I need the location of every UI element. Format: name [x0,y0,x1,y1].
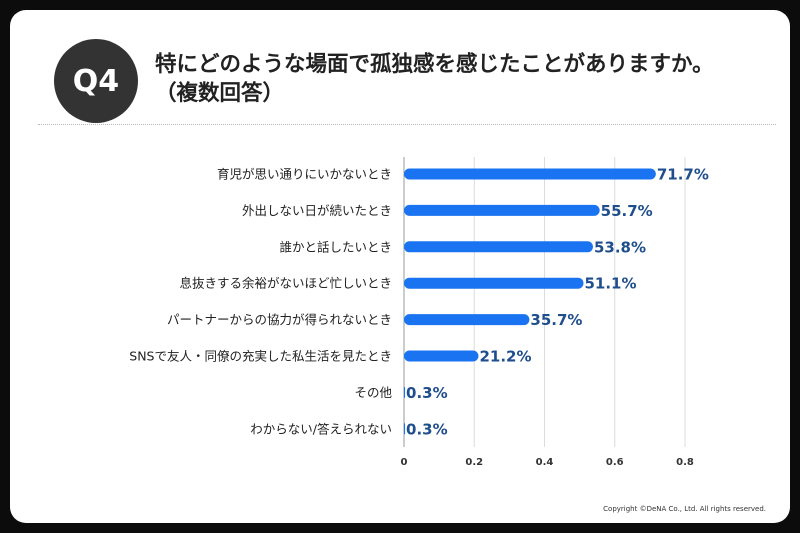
category-label: 育児が思い通りにいかないとき [217,167,392,182]
bar [404,204,600,216]
chart-bars [404,168,656,435]
chart-category-labels: 育児が思い通りにいかないとき外出しない日が続いたとき誰かと話したいとき息抜きする… [129,167,392,437]
chart-gridlines [403,157,686,447]
question-subtitle: （複数回答） [155,81,285,106]
bar [404,168,656,180]
category-label: わからない/答えられない [250,421,392,436]
category-label: SNSで友人・同僚の充実した私生活を見たとき [129,349,392,364]
value-label: 55.7% [601,202,653,220]
question-title: 特にどのような場面で孤独感を感じたことがありますか。 [155,52,714,77]
value-label: 0.3% [406,420,448,438]
x-tick-label: 0 [401,457,408,468]
bar [404,277,584,289]
value-label: 21.2% [479,348,531,366]
x-tick-label: 0.6 [606,457,624,468]
category-label: パートナーからの協力が得られないとき [167,312,392,327]
question-badge: Q4 [54,39,138,123]
value-label: 0.3% [406,384,448,402]
value-label: 35.7% [530,311,582,329]
category-label: 外出しない日が続いたとき [242,203,392,218]
category-label: 息抜きする余裕がないほど忙しいとき [179,276,392,291]
header-divider [38,124,776,125]
chart-value-labels: 71.7%55.7% 53.8% 51.1%35.7% 21.2% 0.3% 0.3% [406,166,709,439]
chart-x-ticks: 0 0.2 0.4 0.6 0.8 [401,457,694,468]
bar [404,241,593,253]
copyright-notice: Copyright ©DeNA Co., Ltd. All rights res… [603,505,766,513]
value-label: 53.8% [594,238,646,256]
bar [404,350,479,362]
bar [404,423,406,435]
category-label: 誰かと話したいとき [279,239,392,254]
x-tick-label: 0.2 [465,457,483,468]
value-label: 51.1% [584,275,636,293]
category-label: その他 [354,385,392,400]
bar [404,314,530,326]
value-label: 71.7% [657,166,709,184]
chart-card: Q4 特にどのような場面で孤独感を感じたことがありますか。 （複数回答） Cop… [10,10,790,523]
x-tick-label: 0.4 [536,457,554,468]
x-tick-label: 0.8 [676,457,694,468]
bar [404,386,406,398]
